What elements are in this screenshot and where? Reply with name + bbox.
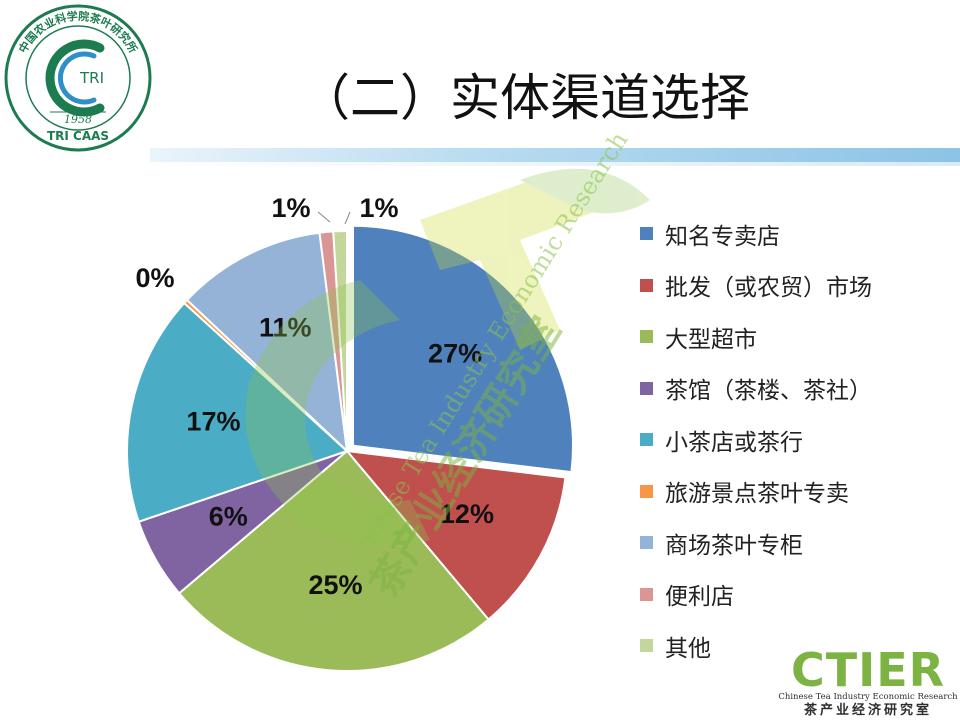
legend-label: 其他 bbox=[665, 635, 711, 662]
ctier-logo-cn: 茶产业经济研究室 bbox=[804, 702, 932, 718]
data-label: 12% bbox=[440, 499, 494, 529]
legend-label: 大型超市 bbox=[665, 326, 757, 353]
pie-slice bbox=[332, 229, 348, 452]
data-label: 6% bbox=[209, 501, 248, 531]
header-divider bbox=[150, 148, 960, 166]
ctier-logo: CTIER Chinese Tea Industry Economic Rese… bbox=[778, 643, 958, 718]
legend-swatch bbox=[640, 433, 653, 447]
data-label: 11% bbox=[259, 313, 312, 343]
data-label: 17% bbox=[186, 406, 240, 436]
tri-bottom-text: TRI CAAS bbox=[47, 129, 109, 143]
legend-item: 旅游景点茶叶专卖 bbox=[640, 466, 940, 518]
legend-swatch bbox=[640, 278, 653, 292]
ctier-logo-en: Chinese Tea Industry Economic Research bbox=[778, 692, 958, 702]
pie-slice bbox=[185, 231, 349, 454]
legend-item: 小茶店或茶行 bbox=[640, 414, 940, 466]
legend-swatch bbox=[640, 587, 653, 601]
legend-label: 旅游景点茶叶专卖 bbox=[665, 481, 849, 508]
legend-swatch bbox=[640, 381, 653, 395]
ctier-logo-name: CTIER bbox=[791, 643, 945, 697]
legend-label: 知名专卖店 bbox=[665, 223, 780, 250]
data-label: 27% bbox=[428, 338, 482, 368]
legend-item: 便利店 bbox=[640, 569, 940, 621]
legend-item: 其他 bbox=[640, 620, 940, 672]
legend-label: 小茶店或茶行 bbox=[665, 429, 803, 456]
chart-legend: 知名专卖店批发（或农贸）市场 大型超市茶馆（茶楼、茶社） 小茶店或茶行旅游景点茶叶专… bbox=[640, 208, 940, 672]
tri-year-text: 1958 bbox=[64, 113, 92, 126]
legend-label: 茶馆（茶楼、茶社） bbox=[665, 378, 872, 405]
legend-swatch bbox=[640, 536, 653, 550]
legend-swatch bbox=[640, 639, 653, 653]
leader-line bbox=[317, 211, 331, 223]
leader-line bbox=[344, 211, 351, 225]
pie-slice bbox=[344, 449, 567, 621]
legend-item: 知名专卖店 bbox=[640, 208, 940, 260]
legend-item: 茶馆（茶楼、茶社） bbox=[640, 363, 940, 415]
page-title: （二）实体渠道选择 bbox=[300, 69, 750, 127]
pie-slice bbox=[177, 449, 490, 672]
data-label: 1% bbox=[271, 193, 310, 223]
legend-label: 商场茶叶专柜 bbox=[665, 532, 803, 559]
data-label: 25% bbox=[308, 570, 362, 600]
legend-swatch bbox=[640, 330, 653, 344]
legend-swatch bbox=[640, 227, 653, 241]
legend-label: 批发（或农贸）市场 bbox=[665, 275, 872, 302]
legend-item: 大型超市 bbox=[640, 311, 940, 363]
data-label: 0% bbox=[135, 263, 174, 293]
legend-swatch bbox=[640, 484, 653, 498]
pie-slice bbox=[351, 224, 574, 474]
legend-item: 批发（或农贸）市场 bbox=[640, 260, 940, 312]
legend-label: 便利店 bbox=[665, 584, 734, 611]
tri-caas-logo: 中国农业科学院茶叶研究所 TRI 1958 TRI CAAS bbox=[4, 4, 152, 152]
tri-center-text: TRI bbox=[79, 69, 104, 87]
pie-slice bbox=[126, 301, 349, 523]
legend-item: 商场茶叶专柜 bbox=[640, 517, 940, 569]
data-label: 1% bbox=[359, 193, 398, 223]
